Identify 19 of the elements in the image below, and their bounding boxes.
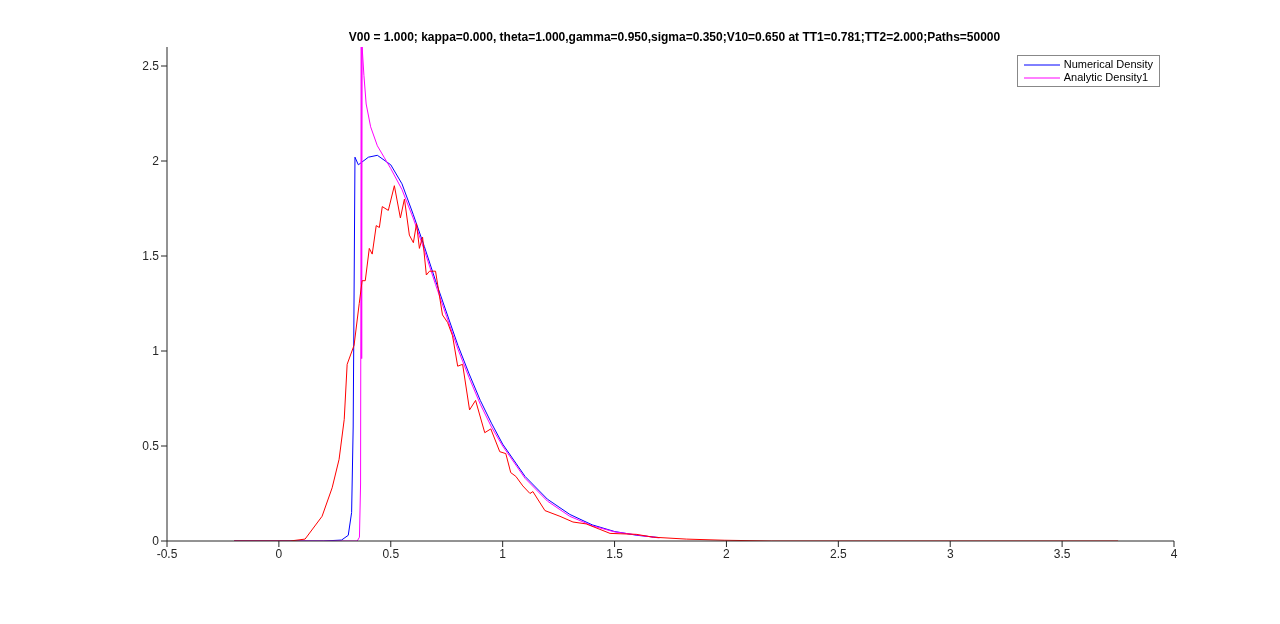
legend-label: Analytic Density1: [1063, 71, 1149, 84]
y-tick-label: 0: [152, 534, 160, 549]
x-tick-label: 3.5: [1053, 546, 1071, 561]
y-tick-label: 1: [152, 344, 160, 359]
y-tick-label: 1.5: [142, 249, 160, 264]
y-tick-label: 2.5: [142, 59, 160, 74]
x-tick-label: 0: [275, 546, 283, 561]
chart-title: V00 = 1.000; kappa=0.000, theta=1.000,gamma=0.950,sigma=0.350;V10=0.650 at TT1=0.781;TT2=2.000;Paths=50000: [347, 30, 1002, 44]
x-tick-label: 1.5: [606, 546, 624, 561]
x-tick-label: 2.5: [829, 546, 847, 561]
legend-label: Numerical Density: [1063, 58, 1153, 71]
x-tick-label: 2: [723, 546, 731, 561]
x-tick-label: 1: [499, 546, 507, 561]
x-tick-label: 0.5: [382, 546, 400, 561]
x-tick-label: 3: [946, 546, 954, 561]
y-tick-label: 2: [152, 154, 160, 169]
y-tick-label: 0.5: [142, 439, 160, 454]
x-tick-label: -0.5: [156, 546, 178, 561]
x-tick-label: 4: [1170, 546, 1178, 561]
